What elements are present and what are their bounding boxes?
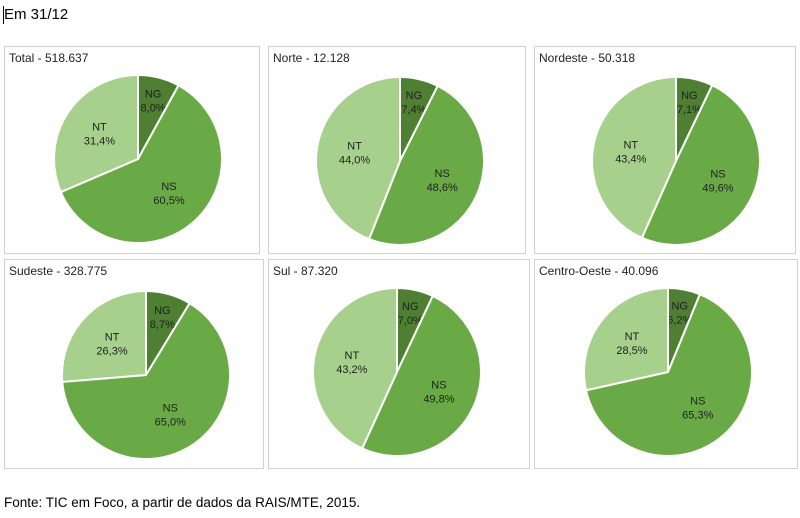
text-cursor: [3, 6, 4, 24]
pie-slice-ns: [59, 84, 223, 244]
slice-category-label: NS: [163, 402, 178, 414]
slice-category-label: NG: [406, 90, 423, 102]
slice-value-label: 65,0%: [155, 416, 186, 428]
slice-value-label: 48,6%: [427, 182, 458, 194]
pie-slice-nt: [583, 286, 669, 392]
slice-value-label: 7,1%: [677, 104, 702, 116]
slice-category-label: NT: [623, 139, 638, 151]
pie-slice-nt: [591, 75, 677, 240]
pie-chart-sul: NG 7,0% NS 49,8% NT 43,2%: [312, 286, 482, 457]
slice-category-label: NS: [161, 181, 176, 193]
slice-value-label: 49,6%: [702, 182, 733, 194]
pie-slice-nt: [61, 289, 147, 383]
pie-slice-nt: [53, 73, 139, 194]
pie-slice-ns: [360, 294, 482, 457]
slice-category-label: NS: [690, 395, 705, 407]
pie-slice-ns: [640, 83, 761, 246]
pie-slice-nt: [315, 75, 401, 241]
slice-category-label: NG: [671, 301, 688, 313]
pie-slice-ns: [61, 301, 231, 460]
source-note: Fonte: TIC em Foco, a partir de dados da…: [4, 495, 361, 510]
pie-chart-centro-oeste: NG 6,2% NS 65,3% NT 28,5%: [583, 286, 753, 457]
slice-value-label: 8,0%: [141, 102, 166, 114]
chart-panel-sul: Sul - 87.320 NG 7,0% NS 49,8% NT 43,2%: [268, 259, 530, 469]
slice-value-label: 43,2%: [336, 364, 367, 376]
slice-category-label: NT: [345, 350, 360, 362]
chart-panel-nordeste: Nordeste - 50.318 NG 7,1% NS 49,6% NT 43,4%: [534, 46, 796, 254]
chart-panel-total: Total - 518.637 NG 8,0% NS 60,5% NT 31,4%: [4, 46, 260, 254]
chart-panel-sudeste: Sudeste - 328.775 NG 8,7% NS 65,0% NT 26,3%: [4, 259, 264, 469]
chart-title: Norte - 12.128: [273, 51, 350, 65]
slice-value-label: 43,4%: [615, 153, 646, 165]
slice-value-label: 6,2%: [667, 315, 692, 327]
slice-category-label: NG: [154, 305, 171, 317]
chart-panel-centro-oeste: Centro-Oeste - 40.096 NG 6,2% NS 65,3% NT 28,…: [534, 259, 798, 469]
pie-chart-sudeste: NG 8,7% NS 65,0% NT 26,3%: [61, 289, 231, 460]
slice-value-label: 7,0%: [398, 315, 423, 327]
slice-value-label: 26,3%: [96, 346, 127, 358]
slice-category-label: NG: [145, 88, 162, 100]
slice-value-label: 7,4%: [401, 104, 426, 116]
pie-chart-norte: NG 7,4% NS 48,6% NT 44,0%: [315, 75, 485, 246]
slice-category-label: NS: [710, 168, 725, 180]
slice-category-label: NT: [625, 331, 640, 343]
slice-value-label: 31,4%: [84, 136, 115, 148]
slice-category-label: NT: [347, 140, 362, 152]
pie-slice-nt: [312, 286, 398, 450]
slice-category-label: NG: [402, 301, 419, 313]
pie-chart-total: NG 8,0% NS 60,5% NT 31,4%: [53, 73, 223, 244]
chart-title: Nordeste - 50.318: [539, 51, 636, 65]
slice-value-label: 65,3%: [682, 409, 713, 421]
slice-category-label: NS: [431, 379, 446, 391]
chart-title: Total - 518.637: [9, 51, 89, 65]
slice-category-label: NG: [681, 90, 698, 102]
slice-category-label: NS: [435, 168, 450, 180]
slice-value-label: 60,5%: [153, 195, 184, 207]
slice-category-label: NT: [105, 332, 120, 344]
pie-chart-nordeste: NG 7,1% NS 49,6% NT 43,4%: [591, 75, 761, 246]
chart-title: Centro-Oeste - 40.096: [539, 264, 659, 278]
slice-value-label: 8,7%: [150, 319, 175, 331]
chart-panel-norte: Norte - 12.128 NG 7,4% NS 48,6% NT 44,0%: [268, 46, 526, 254]
chart-title: Sudeste - 328.775: [9, 264, 108, 278]
slice-value-label: 44,0%: [339, 154, 370, 166]
page-heading: Em 31/12: [4, 6, 69, 23]
chart-title: Sul - 87.320: [273, 264, 338, 278]
pie-slice-ns: [367, 84, 485, 246]
slice-value-label: 28,5%: [616, 345, 647, 357]
pie-slice-ns: [584, 292, 753, 457]
slice-category-label: NT: [92, 122, 107, 134]
slice-value-label: 49,8%: [423, 393, 454, 405]
